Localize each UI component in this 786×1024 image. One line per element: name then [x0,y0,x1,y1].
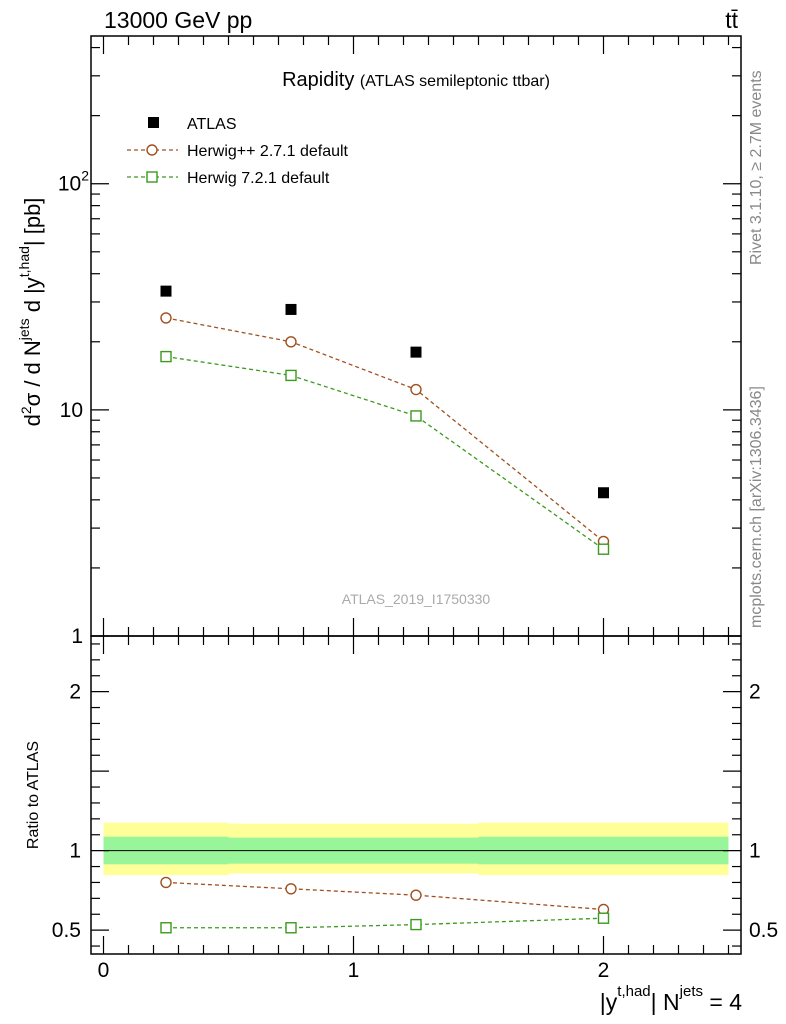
ratio-data-point-herwig7 [285,922,297,934]
ratio-data-point-herwig7 [410,918,422,931]
ratio-y-axis-label: Ratio to ATLAS [25,741,42,849]
main-y-tick-label-base: 1 [71,625,83,648]
main-data-point-herwigpp [160,312,172,324]
legend-label-herwigpp: Herwig++ 2.7.1 default [187,143,349,160]
main-data-point-herwig7 [597,543,610,555]
main-data-point-atlas [160,285,172,297]
legend-marker-atlas [148,117,159,128]
ratio-data-point-herwigpp [160,876,172,889]
main-data-point-atlas [410,346,422,358]
x-tick-label: 1 [348,959,360,982]
ylabel-sup2: 2 [18,406,34,414]
main-data-point-herwigpp [410,383,422,396]
main-series-line-1 [165,317,604,542]
main-y-tick-label: 1 [71,625,83,648]
ratio-series-line-0 [165,881,604,911]
ylabel-jets: jets [16,318,32,341]
main-y-tick-label-exponent: 2 [81,168,89,184]
legend-marker-herwigpp [146,144,158,156]
legend-label-atlas: ATLAS [187,116,237,133]
legend-label-herwig7: Herwig 7.2.1 default [187,170,330,187]
ratio-y-tick-label-right: 2 [749,681,761,704]
rivet-version-label: Rivet 3.1.10, ≥ 2.7M events [748,70,765,265]
main-y-tick-label: 102 [58,168,89,196]
main-data-point-herwig7 [410,410,422,422]
xlabel-jets: jets [679,983,703,1000]
energy-label: 13000 GeV pp [104,7,252,33]
ratio-uncertainty-bands [103,822,729,876]
main-data-point-atlas [285,303,297,315]
x-tick-label: 2 [598,959,610,982]
x-tick-label: 0 [98,959,110,982]
legend: ATLAS Herwig++ 2.7.1 default Herwig 7.2.… [127,116,349,187]
ratio-frame [90,635,742,955]
legend-marker-herwig7 [146,171,158,183]
ratio-y-tick-label-left: 1 [69,840,81,863]
ratio-y-tick-label-right: 1 [749,840,761,863]
chart-subtitle: (ATLAS semileptonic ttbar) [360,73,550,90]
ylabel-d2: d |y [20,277,45,318]
ratio-panel: 0.5 0.5 1 1 2 2 0 1 2 Ratio to ATLAS |yt,had| Nj… [25,635,778,1015]
ratio-y-tick-label-left: 0.5 [52,919,81,942]
xlabel-pre: |y [600,989,618,1015]
ratio-data-point-herwig7 [597,912,610,924]
xlabel-mid: | N [651,989,680,1015]
main-series-line-2 [165,355,604,550]
main-series-lines [165,317,604,550]
x-axis-label: |yt,had| Njets = 4 [600,983,742,1015]
analysis-label: ATLAS_2019_I1750330 [342,591,491,607]
ratio-series-lines [165,881,604,929]
process-label: tt̄ [725,7,738,33]
ratio-data-point-herwigpp [410,889,422,901]
main-data-point-herwigpp [285,336,297,348]
ratio-y-tick-label-left: 2 [69,681,81,704]
main-y-tick-label-base: 10 [58,173,81,196]
main-y-axis-label: d2σ / d Njets d |yt,had| [pb] [16,198,45,427]
main-data-point-herwig7 [285,369,297,382]
ylabel-sigma: σ / d N [20,340,45,406]
ylabel-tail: | [pb] [20,198,45,247]
main-series-markers [160,285,610,555]
ratio-series-line-1 [166,917,604,929]
chart-title-group: Rapidity (ATLAS semileptonic ttbar) [282,69,550,91]
ratio-series-markers [160,876,610,934]
xlabel-sup: t,had [617,983,650,1000]
main-data-point-atlas [598,487,609,499]
ylabel-thad: t,had [16,246,32,277]
ratio-data-point-herwig7 [160,922,172,934]
ratio-y-tick-label-right: 0.5 [749,919,778,942]
mcplots-label: mcplots.cern.ch [arXiv:1306.3436] [748,386,765,628]
ratio-axis-ticks: 0.5 0.5 1 1 2 2 0 1 2 [52,636,778,982]
ratio-data-point-herwigpp [285,883,297,895]
main-data-point-herwig7 [160,350,172,363]
xlabel-tail: = 4 [703,989,742,1015]
chart-title: Rapidity [282,69,354,91]
main-y-tick-label: 10 [60,399,83,422]
ylabel-d: d [20,414,45,426]
main-y-tick-label-base: 10 [60,399,83,422]
